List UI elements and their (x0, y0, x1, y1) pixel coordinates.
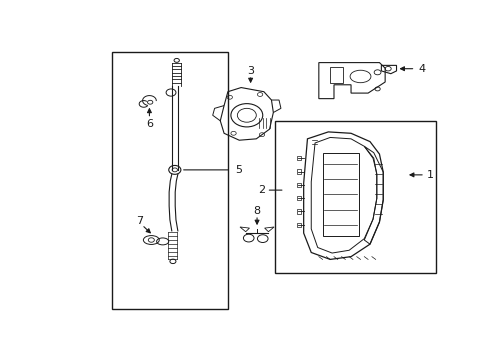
Text: 4: 4 (418, 64, 425, 74)
Bar (296, 209, 301, 214)
Text: 6: 6 (145, 119, 153, 129)
Text: 5: 5 (234, 165, 241, 175)
Text: 1: 1 (426, 170, 433, 180)
Text: 2: 2 (258, 185, 265, 195)
Text: 7: 7 (136, 216, 143, 226)
Text: 3: 3 (246, 66, 254, 76)
Bar (275, 121, 435, 273)
Bar (296, 222, 301, 227)
Bar (296, 156, 301, 161)
Bar (296, 169, 301, 174)
Bar (296, 196, 301, 201)
Text: 8: 8 (253, 206, 260, 216)
Bar (112, 51, 227, 309)
Bar (296, 183, 301, 187)
